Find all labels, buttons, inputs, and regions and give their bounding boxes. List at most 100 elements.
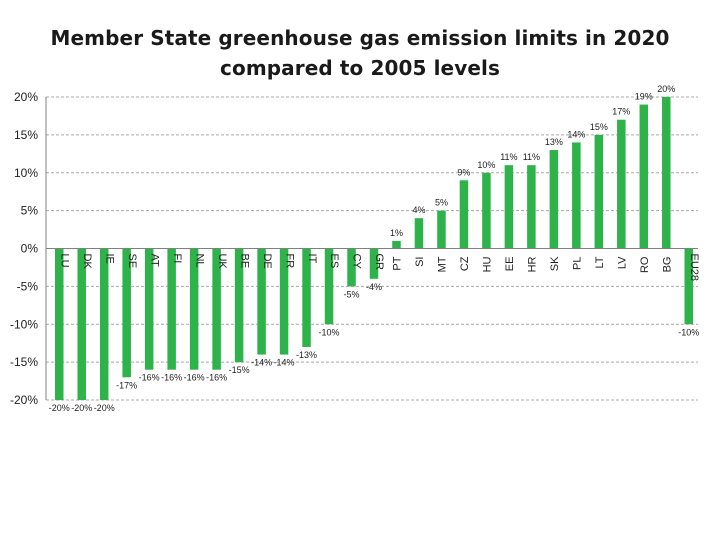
- x-tick-label: EE: [504, 257, 516, 272]
- data-label: -16%: [206, 373, 227, 383]
- bar: [99, 248, 109, 400]
- data-label: 4%: [412, 205, 425, 215]
- x-tick-label: PT: [391, 256, 403, 270]
- x-tick-label: LU: [58, 254, 70, 268]
- x-tick-label: SK: [549, 256, 561, 271]
- bar: [279, 248, 289, 355]
- bar: [482, 172, 491, 249]
- x-tick-label: FR: [283, 254, 295, 269]
- data-label: 1%: [390, 228, 403, 238]
- data-label: 5%: [435, 198, 448, 208]
- y-tick-label: 0%: [21, 242, 39, 256]
- data-label: -20%: [49, 403, 70, 413]
- data-label: -10%: [678, 327, 699, 337]
- x-tick-label: AT: [148, 254, 160, 268]
- data-label: 15%: [590, 122, 608, 132]
- y-tick-label: 5%: [21, 204, 39, 218]
- x-tick-label: EU28: [688, 254, 700, 282]
- x-tick-label: SE: [126, 254, 138, 269]
- bar: [347, 248, 356, 287]
- bar: [594, 134, 604, 249]
- y-tick-label: 10%: [14, 166, 38, 180]
- x-tick-label: HU: [481, 256, 493, 272]
- x-tick-label: DE: [261, 254, 273, 269]
- x-tick-label: SI: [414, 257, 426, 267]
- x-tick-label: UK: [216, 254, 228, 270]
- x-tick-label: ES: [328, 254, 340, 269]
- data-label: 11%: [500, 152, 517, 162]
- data-label: -20%: [94, 403, 115, 413]
- x-tick-label: DK: [81, 254, 93, 270]
- bar: [77, 248, 86, 400]
- data-label: -5%: [344, 289, 360, 299]
- data-label: -4%: [366, 282, 382, 292]
- bar: [167, 248, 176, 370]
- x-tick-label: IT: [306, 254, 318, 264]
- x-tick-label: GR: [373, 254, 385, 271]
- y-tick-label: 15%: [14, 128, 38, 142]
- bar: [302, 248, 311, 347]
- data-label: 14%: [567, 129, 585, 139]
- y-tick-label: -5%: [17, 279, 39, 293]
- bar: [549, 150, 559, 249]
- x-tick-label: BG: [661, 257, 673, 273]
- x-tick-label: CZ: [459, 256, 471, 271]
- bar: [684, 248, 694, 325]
- data-label: -16%: [139, 373, 160, 383]
- y-tick-label: -15%: [10, 355, 38, 369]
- x-tick-label: MT: [436, 256, 448, 272]
- data-label: -10%: [319, 327, 340, 337]
- bar: [504, 165, 514, 249]
- bar: [617, 119, 626, 249]
- data-label: 9%: [457, 167, 470, 177]
- data-label: 19%: [635, 92, 653, 102]
- bar: [392, 240, 401, 249]
- x-tick-label: HR: [526, 256, 538, 272]
- bar: [369, 248, 379, 279]
- bar: [437, 210, 446, 249]
- data-label: 10%: [477, 160, 495, 170]
- x-tick-label: IE: [103, 254, 115, 264]
- data-label: -16%: [184, 373, 205, 383]
- chart-title-line-2: compared to 2005 levels: [220, 56, 500, 80]
- bar: [54, 248, 64, 400]
- bar: [234, 248, 244, 363]
- bar: [189, 248, 199, 370]
- y-tick-label: -10%: [10, 317, 38, 331]
- data-label: -13%: [296, 350, 317, 360]
- x-tick-label: CY: [351, 254, 363, 270]
- data-label: 17%: [612, 107, 630, 117]
- bar: [257, 248, 266, 355]
- x-tick-label: PL: [571, 257, 583, 270]
- y-tick-label: 20%: [14, 90, 38, 104]
- y-tick-label: -20%: [10, 393, 38, 407]
- chart-title-line-1: Member State greenhouse gas emission lim…: [50, 26, 670, 50]
- data-label: -16%: [161, 373, 182, 383]
- x-tick-label: RO: [639, 256, 651, 273]
- data-label: -14%: [274, 358, 295, 368]
- bar: [414, 218, 424, 249]
- x-tick-label: LV: [616, 256, 628, 269]
- data-label: 13%: [545, 137, 563, 147]
- data-label: 20%: [657, 84, 675, 94]
- bar: [527, 165, 536, 249]
- bar: [122, 248, 131, 378]
- x-tick-label: FI: [171, 254, 183, 264]
- bar: [639, 104, 649, 249]
- data-label: -14%: [251, 358, 272, 368]
- data-label: -15%: [229, 365, 250, 375]
- x-tick-label: NL: [193, 254, 205, 268]
- data-label: -17%: [116, 380, 137, 390]
- bar: [212, 248, 221, 370]
- data-label: -20%: [71, 403, 92, 413]
- x-tick-label: BE: [238, 254, 250, 269]
- bar: [662, 97, 671, 249]
- x-tick-label: LT: [594, 256, 606, 268]
- bar: [324, 248, 334, 325]
- bar: [459, 180, 469, 249]
- bar: [144, 248, 154, 370]
- data-label: 11%: [523, 152, 540, 162]
- bar: [572, 142, 581, 249]
